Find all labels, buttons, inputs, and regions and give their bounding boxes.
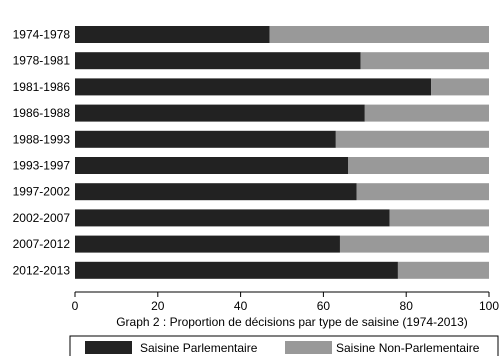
- y-tick-label: 1997-2002: [13, 185, 71, 199]
- legend-box: [69, 335, 499, 356]
- legend-swatch-saisine-non-parlementaire: [285, 341, 332, 354]
- bar-saisine-parlementaire-2002-2007: [75, 209, 390, 227]
- x-tick-label: 40: [234, 299, 248, 313]
- y-tick-label: 2012-2013: [13, 263, 71, 277]
- bar-saisine-parlementaire-1981-1986: [75, 78, 432, 96]
- x-tick-label: 60: [317, 299, 331, 313]
- x-tick-label: 100: [479, 299, 499, 313]
- bar-saisine-non-parlementaire-1981-1986: [431, 78, 489, 96]
- y-tick-label: 1993-1997: [13, 159, 71, 173]
- y-tick-label: 1986-1988: [13, 106, 71, 120]
- legend-swatch-saisine-parlementaire: [85, 341, 132, 354]
- y-tick-labels: 1974-1978 1978-1981 1981-1986 1986-1988 1988…: [13, 28, 71, 278]
- legend-label-saisine-non-parlementaire: Saisine Non-Parlementaire: [336, 341, 480, 355]
- bar-saisine-non-parlementaire-2007-2012: [339, 235, 489, 253]
- x-ticks: 0 20 40 60 80 100: [72, 292, 499, 313]
- y-tick-label: 1978-1981: [13, 54, 71, 68]
- bar-saisine-parlementaire-1997-2002: [75, 183, 357, 201]
- bar-saisine-non-parlementaire-2012-2013: [397, 261, 489, 279]
- y-tick-label: 1974-1978: [13, 28, 71, 42]
- bar-saisine-non-parlementaire-1993-1997: [348, 157, 489, 174]
- bars-group: [75, 26, 489, 279]
- bar-saisine-non-parlementaire-2002-2007: [389, 209, 489, 227]
- x-tick-label: 20: [151, 299, 165, 313]
- x-tick-label: 80: [400, 299, 414, 313]
- bar-saisine-non-parlementaire-1978-1981: [360, 52, 489, 70]
- y-tick-label: 1981-1986: [13, 80, 71, 94]
- bar-saisine-non-parlementaire-1974-1978: [269, 26, 489, 43]
- bar-saisine-parlementaire-1974-1978: [75, 26, 270, 43]
- bar-saisine-parlementaire-1993-1997: [75, 157, 349, 174]
- legend-label-saisine-parlementaire: Saisine Parlementaire: [140, 341, 258, 355]
- bar-saisine-non-parlementaire-1988-1993: [335, 130, 489, 148]
- bar-saisine-parlementaire-2007-2012: [75, 235, 340, 253]
- y-tick-label: 2002-2007: [13, 211, 71, 225]
- bar-saisine-non-parlementaire-1986-1988: [364, 104, 489, 122]
- bar-saisine-parlementaire-1986-1988: [75, 104, 365, 122]
- bar-saisine-non-parlementaire-1997-2002: [356, 183, 489, 201]
- bar-saisine-parlementaire-1988-1993: [75, 130, 336, 148]
- bar-saisine-parlementaire-2012-2013: [75, 261, 398, 279]
- y-tick-label: 2007-2012: [13, 237, 71, 251]
- chart-caption: Graph 2 : Proportion de décisions par ty…: [116, 315, 468, 329]
- y-tick-label: 1988-1993: [13, 132, 71, 146]
- bar-saisine-parlementaire-1978-1981: [75, 52, 361, 70]
- legend: Saisine Parlementaire Saisine Non-Parleme…: [69, 335, 499, 356]
- x-tick-label: 0: [72, 299, 79, 313]
